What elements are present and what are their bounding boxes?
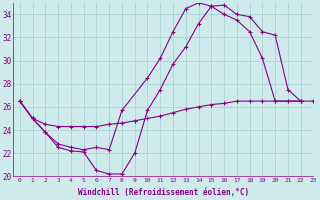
X-axis label: Windchill (Refroidissement éolien,°C): Windchill (Refroidissement éolien,°C) xyxy=(78,188,249,197)
